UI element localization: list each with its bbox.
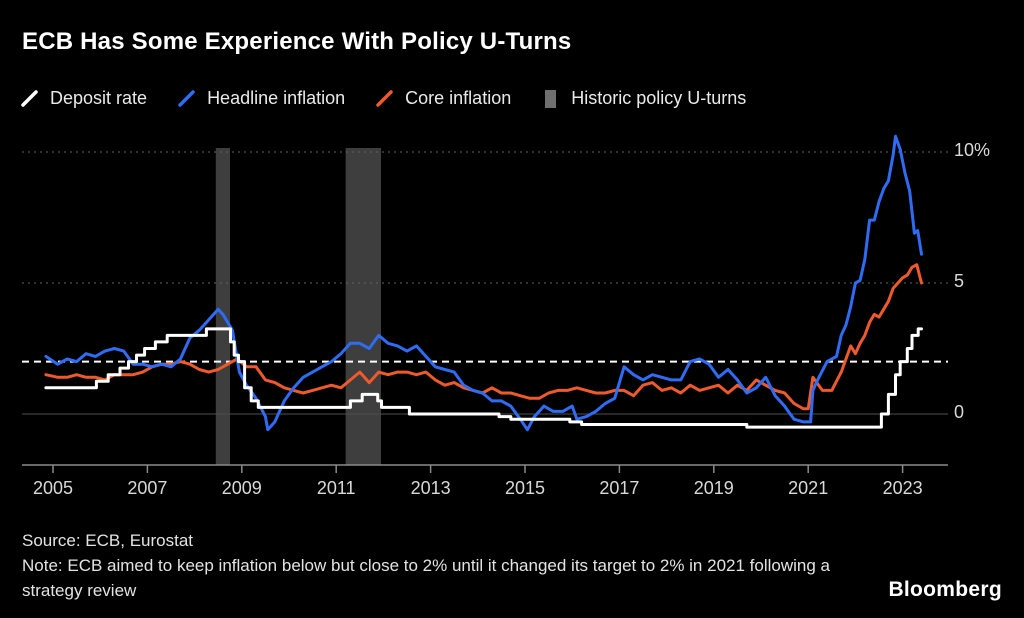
y-axis-label: 0 [954, 402, 965, 422]
x-axis-label: 2011 [316, 478, 356, 498]
chart-title: ECB Has Some Experience With Policy U-Tu… [22, 28, 572, 55]
x-axis-label: 2013 [410, 478, 451, 498]
x-axis-label: 2005 [32, 478, 74, 498]
source-text: Source: ECB, Eurostat [22, 531, 194, 550]
legend-label: Historic policy U-turns [571, 88, 747, 108]
band-swatch-icon [545, 89, 557, 108]
legend-item-policy-uturns: Historic policy U-turns [541, 88, 746, 109]
line-swatch-icon [21, 89, 38, 107]
x-axis-label: 2015 [504, 478, 546, 498]
series-core-inflation [44, 263, 923, 411]
policy-uturn-band [345, 148, 381, 465]
line-swatch [376, 89, 393, 107]
note-text: Note: ECB aimed to keep inflation below … [22, 556, 830, 600]
x-axis-label: 2023 [882, 478, 923, 498]
line-swatch [178, 89, 195, 107]
legend-item-headline-inflation: Headline inflation [177, 88, 345, 109]
footer: Source: ECB, Eurostat Note: ECB aimed to… [22, 528, 882, 603]
line-swatch-icon [376, 89, 393, 107]
bloomberg-logo: Bloomberg [888, 578, 1002, 601]
legend-label: Core inflation [405, 88, 512, 108]
x-axis-label: 2017 [599, 478, 640, 498]
x-axis-label: 2019 [693, 478, 734, 498]
legend-item-deposit-rate: Deposit rate [20, 88, 147, 109]
legend-item-core-inflation: Core inflation [375, 88, 511, 109]
y-axis-label: 5 [954, 271, 965, 291]
band-swatch [545, 89, 557, 108]
x-axis-label: 2021 [788, 478, 829, 498]
series-headline-inflation [44, 134, 923, 432]
policy-uturn-band [215, 148, 230, 465]
x-axis-label: 2007 [127, 478, 168, 498]
legend-label: Headline inflation [207, 88, 346, 108]
y-axis-label: 10% [954, 140, 991, 160]
legend: Deposit rate Headline inflation Core infla… [20, 88, 746, 109]
series-deposit-rate [44, 327, 923, 429]
line-swatch-icon [178, 89, 195, 107]
line-swatch [21, 89, 38, 107]
x-axis-label: 2009 [221, 478, 262, 498]
legend-label: Deposit rate [50, 88, 148, 108]
